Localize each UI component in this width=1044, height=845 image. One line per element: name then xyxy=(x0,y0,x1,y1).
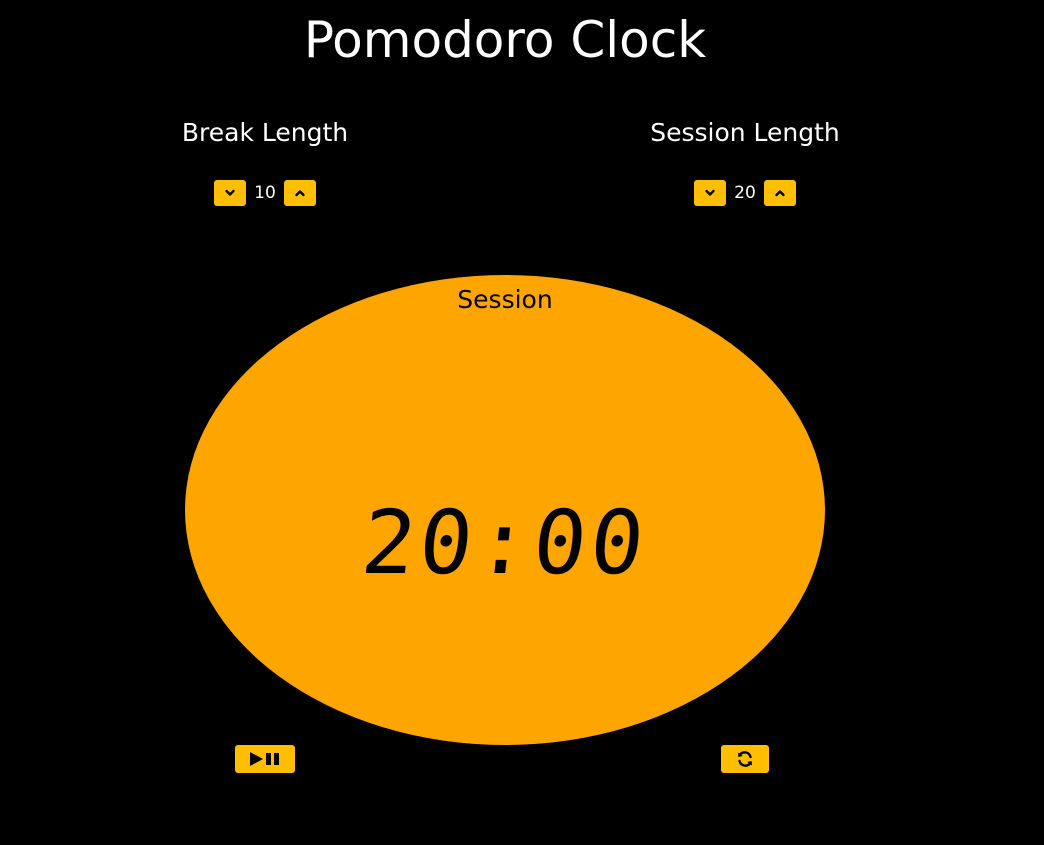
chevron-up-icon xyxy=(775,190,785,197)
break-length-controls: 10 xyxy=(145,180,385,206)
break-length-value: 10 xyxy=(254,183,276,203)
break-length-label: Break Length xyxy=(181,118,349,147)
reset-button[interactable] xyxy=(721,745,769,773)
session-length-panel: Session Length 20 xyxy=(625,116,865,206)
break-decrement-button[interactable] xyxy=(214,180,246,206)
refresh-icon xyxy=(738,751,752,767)
chevron-down-icon xyxy=(705,189,715,196)
session-length-value: 20 xyxy=(734,183,756,203)
session-increment-button[interactable] xyxy=(764,180,796,206)
chevron-up-icon xyxy=(295,190,305,197)
break-length-panel: Break Length 10 xyxy=(145,116,385,206)
session-length-controls: 20 xyxy=(625,180,865,206)
time-left: 20:00 xyxy=(357,491,653,594)
chevron-down-icon xyxy=(225,189,235,196)
break-increment-button[interactable] xyxy=(284,180,316,206)
session-length-label: Session Length xyxy=(650,118,840,147)
play-pause-icon xyxy=(250,752,279,766)
timer-label: Session xyxy=(457,285,553,314)
start-stop-button[interactable] xyxy=(235,745,295,773)
session-decrement-button[interactable] xyxy=(694,180,726,206)
page-title: Pomodoro Clock xyxy=(303,11,707,69)
timer-circle: Session 20:00 xyxy=(185,275,825,745)
